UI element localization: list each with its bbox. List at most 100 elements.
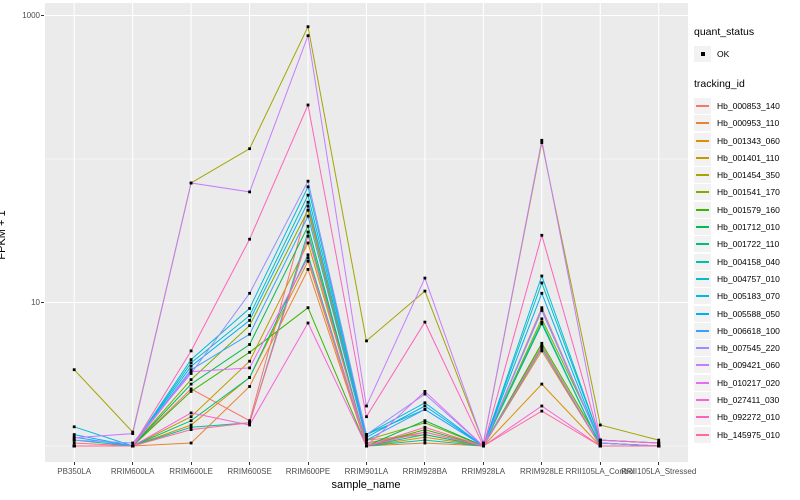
data-point: [540, 281, 544, 285]
legend-entry-label: Hb_000953_110: [717, 118, 780, 129]
data-point: [248, 359, 251, 363]
data-point: [248, 237, 251, 241]
x-tick-label: RRIM600LE: [169, 467, 213, 476]
legend-entry-tracking-id: Hb_005183_070: [694, 288, 798, 305]
data-point: [540, 274, 544, 278]
data-point: [131, 441, 135, 445]
data-point: [189, 425, 193, 429]
line-swatch-icon: [696, 312, 709, 315]
data-point: [306, 34, 310, 38]
legend-entry-label: Hb_005588_050: [717, 308, 780, 319]
line-swatch-icon: [696, 191, 709, 194]
data-point: [306, 306, 310, 310]
data-point: [306, 259, 310, 263]
legend-entry-label: Hb_001722_110: [717, 239, 780, 250]
legend-entry-label: Hb_027411_030: [717, 394, 780, 405]
line-swatch-icon: [696, 381, 709, 384]
data-point: [306, 321, 310, 325]
legend-key: [694, 45, 711, 62]
data-point: [131, 444, 135, 448]
data-point: [423, 390, 427, 393]
data-point: [540, 308, 544, 312]
legend-tracking-id-title: tracking_id: [694, 78, 745, 91]
legend: quant_status OK tracking_id Hb_000853_14…: [694, 26, 798, 459]
data-point: [306, 214, 310, 218]
data-point: [131, 432, 135, 435]
legend-entry-tracking-id: Hb_001343_060: [694, 132, 798, 149]
line-swatch-icon: [696, 364, 709, 367]
data-point: [365, 339, 368, 343]
data-point: [306, 185, 310, 189]
legend-key: [694, 219, 711, 236]
x-tick-label: RRIM600PE: [285, 467, 331, 476]
data-point: [423, 289, 427, 293]
x-tick-mark: [249, 462, 251, 465]
data-point: [248, 147, 251, 151]
plot-panel: [45, 3, 688, 462]
line-swatch-icon: [696, 295, 709, 298]
data-point: [248, 190, 251, 194]
legend-key: [694, 374, 711, 391]
data-point: [540, 349, 544, 353]
data-point: [423, 320, 427, 324]
data-point: [189, 411, 193, 415]
data-point: [540, 409, 544, 413]
x-tick-mark: [482, 462, 484, 465]
legend-entry-tracking-id: Hb_092272_010: [694, 409, 798, 426]
line-swatch-icon: [696, 277, 709, 280]
data-point: [248, 423, 251, 427]
y-tick-mark: [41, 15, 44, 16]
line-swatch-icon: [696, 243, 709, 246]
data-point: [657, 441, 661, 445]
data-point: [423, 419, 427, 423]
data-point: [540, 345, 544, 349]
data-point: [306, 241, 310, 245]
data-point: [365, 435, 368, 439]
data-point: [365, 404, 368, 408]
legend-entry-label: Hb_092272_010: [717, 412, 780, 423]
data-point: [423, 408, 427, 411]
data-point: [423, 421, 427, 425]
legend-key: [694, 270, 711, 287]
data-point: [248, 332, 251, 336]
data-point: [189, 349, 193, 353]
x-axis-title: sample_name: [331, 479, 401, 491]
data-point: [598, 441, 602, 445]
data-point: [540, 233, 544, 237]
data-point: [189, 358, 193, 361]
x-tick-label: RRIM928BA: [402, 467, 448, 476]
x-tick-label: RRIM928LA: [461, 467, 506, 476]
x-tick-label: RRIM928LE: [520, 467, 564, 476]
legend-entry-label: Hb_004757_010: [717, 273, 780, 284]
legend-entry-label: Hb_007545_220: [717, 343, 780, 354]
y-tick-mark: [41, 302, 44, 303]
legend-entry-tracking-id: Hb_001579_160: [694, 201, 798, 218]
legend-entry-tracking-id: Hb_009421_060: [694, 357, 798, 374]
legend-key: [694, 357, 711, 374]
legend-key: [694, 115, 711, 132]
line-swatch-icon: [696, 416, 709, 419]
legend-entry-tracking-id: Hb_001454_350: [694, 166, 798, 184]
data-point: [189, 361, 193, 365]
data-point: [540, 341, 544, 345]
data-point: [657, 438, 661, 442]
legend-entry-tracking-id: Hb_004158_040: [694, 253, 798, 270]
data-point: [72, 438, 76, 442]
data-point: [306, 193, 310, 197]
data-point: [423, 428, 427, 431]
data-point: [306, 256, 310, 260]
data-point: [248, 385, 251, 388]
legend-key: [694, 391, 711, 408]
data-point: [306, 224, 310, 228]
x-tick-label: RRII105LA_Stressed: [621, 467, 697, 476]
data-point: [598, 444, 602, 448]
x-tick-label: PB350LA: [57, 467, 92, 476]
data-point: [423, 401, 427, 405]
data-point: [598, 438, 602, 442]
line-swatch-icon: [696, 433, 709, 436]
data-point: [423, 438, 427, 442]
legend-entry-label: Hb_001541_170: [717, 187, 780, 198]
x-tick-mark: [307, 462, 309, 465]
data-point: [189, 382, 193, 386]
